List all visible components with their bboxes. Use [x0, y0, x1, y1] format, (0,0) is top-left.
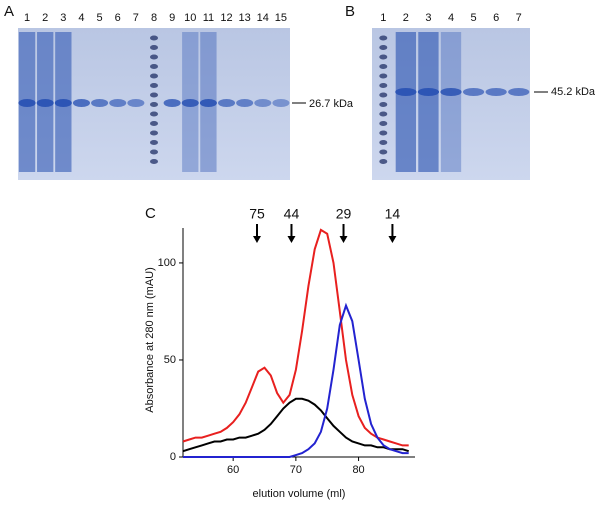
x-tick-label: 60	[227, 464, 239, 476]
annotation-label: 29	[336, 206, 352, 222]
band	[18, 99, 36, 107]
band	[163, 99, 181, 107]
marker-band	[379, 54, 388, 60]
marker-band	[379, 130, 388, 136]
band	[181, 99, 199, 107]
band	[508, 88, 530, 96]
marker-band	[150, 92, 158, 98]
marker-band	[150, 159, 158, 164]
band	[417, 88, 440, 96]
panel-label: C	[145, 205, 156, 222]
lane-label: 6	[493, 12, 499, 24]
lane-smear	[440, 32, 462, 172]
annotation-arrowhead	[339, 236, 348, 243]
y-tick-label: 50	[164, 354, 176, 366]
marker-band	[379, 102, 388, 107]
band	[272, 99, 290, 107]
marker-band	[150, 149, 158, 155]
lane-label: 14	[257, 12, 269, 24]
lane-smear	[418, 32, 439, 172]
lane-label: 8	[151, 12, 157, 24]
series-line	[182, 397, 410, 453]
marker-band	[150, 121, 158, 126]
lane-label: 2	[42, 12, 48, 24]
annotation-label: 75	[249, 206, 265, 222]
marker-band	[150, 102, 158, 107]
band	[236, 99, 254, 107]
marker-band	[379, 83, 388, 88]
marker-band	[379, 45, 388, 50]
marker-band	[150, 54, 158, 60]
lane-label: 4	[78, 12, 84, 24]
lane-label: 3	[425, 12, 431, 24]
marker-band	[379, 149, 388, 155]
annotation-arrowhead	[287, 236, 296, 243]
lane-label: 9	[169, 12, 175, 24]
annotation-label: 44	[284, 206, 300, 222]
marker-band	[379, 140, 388, 145]
band	[199, 99, 217, 107]
lane-label: 7	[133, 12, 139, 24]
marker-band	[150, 73, 158, 79]
annotation-arrowhead	[388, 236, 397, 243]
band	[36, 99, 54, 107]
marker-band	[379, 159, 388, 164]
band	[485, 88, 507, 96]
annotation-arrowhead	[252, 236, 261, 243]
marker-band	[379, 64, 388, 69]
marker-band	[379, 111, 388, 117]
lane-label: 3	[60, 12, 66, 24]
lane-label: 11	[203, 12, 214, 24]
marker-band	[150, 130, 158, 136]
marker-band	[150, 140, 158, 145]
band	[91, 99, 109, 107]
marker-band	[379, 35, 388, 41]
panel-label: B	[345, 3, 355, 20]
band	[254, 99, 272, 107]
band	[72, 99, 90, 107]
x-tick-label: 80	[352, 464, 364, 476]
lane-label: 10	[184, 12, 196, 24]
panel-label: A	[4, 3, 14, 20]
marker-band	[150, 111, 158, 117]
lane-label: 5	[471, 12, 477, 24]
y-tick-label: 0	[170, 451, 176, 463]
marker-band	[379, 92, 388, 98]
y-axis-label: Absorbance at 280 nm (mAU)	[144, 267, 156, 413]
band	[395, 88, 417, 96]
band	[462, 88, 485, 96]
lane-label: 1	[380, 12, 386, 24]
x-axis-label: elution volume (ml)	[253, 488, 346, 500]
band	[218, 99, 236, 107]
marker-band	[379, 73, 388, 79]
lane-label: 4	[448, 12, 454, 24]
lane-label: 6	[115, 12, 121, 24]
marker-band	[150, 35, 158, 41]
lane-label: 1	[24, 12, 30, 24]
lane-label: 15	[275, 12, 287, 24]
marker-band	[150, 64, 158, 69]
band-label: 45.2 kDa	[551, 86, 596, 98]
y-tick-label: 100	[158, 257, 176, 269]
marker-band	[379, 121, 388, 126]
annotation-label: 14	[385, 206, 401, 222]
series-line	[183, 302, 409, 458]
lane-label: 5	[97, 12, 103, 24]
band	[127, 99, 145, 107]
band	[54, 99, 72, 107]
lane-label: 12	[220, 12, 232, 24]
marker-band	[150, 45, 158, 50]
lane-label: 13	[239, 12, 251, 24]
lane-label: 7	[516, 12, 522, 24]
x-tick-label: 70	[290, 464, 302, 476]
marker-band	[150, 83, 158, 88]
series-line	[182, 228, 409, 447]
band	[109, 99, 127, 107]
lane-label: 2	[403, 12, 409, 24]
band-label: 26.7 kDa	[309, 98, 354, 110]
band	[440, 88, 462, 96]
lane-smear	[395, 32, 417, 172]
